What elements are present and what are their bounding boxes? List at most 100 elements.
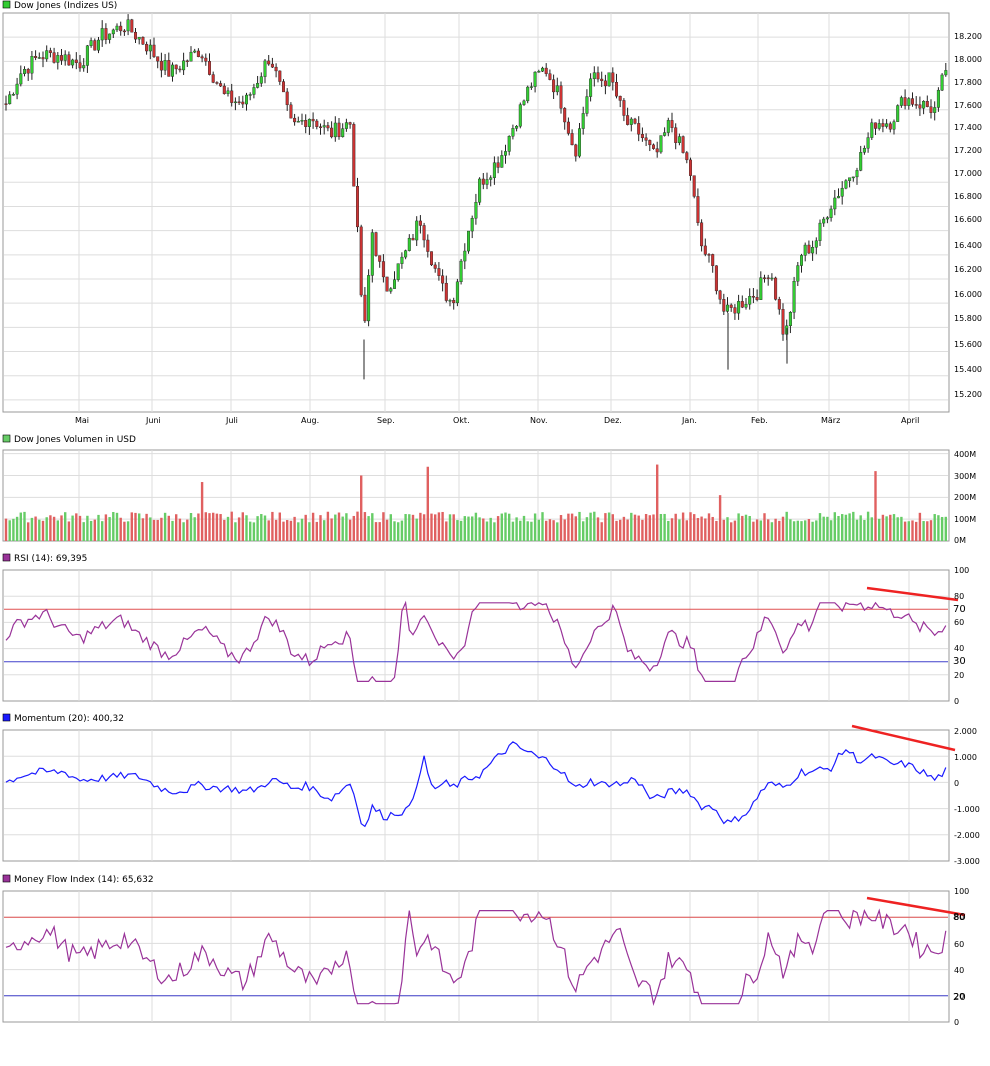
volume-bar: [741, 515, 744, 541]
candle-body: [677, 136, 681, 143]
volume-bar: [715, 520, 718, 541]
volume-bar: [256, 516, 259, 541]
candle-body: [918, 104, 922, 109]
price-legend-swatch: [2, 0, 11, 9]
candle-body: [566, 121, 570, 134]
candle-body: [174, 64, 178, 70]
volume-bar: [770, 522, 774, 541]
candle-body: [581, 113, 585, 129]
candle-body: [774, 277, 778, 300]
candle-body: [178, 68, 182, 71]
volume-bar: [926, 521, 929, 541]
volume-bar: [778, 520, 781, 541]
volume-bar: [589, 512, 592, 541]
volume-bar: [541, 512, 544, 541]
volume-bar: [82, 522, 85, 541]
volume-bar: [12, 518, 15, 541]
candle-body: [711, 254, 715, 266]
candle-body: [219, 83, 223, 87]
volume-bar: [463, 516, 466, 541]
candle-body: [914, 104, 918, 106]
volume-bar: [922, 521, 925, 541]
volume-bar: [833, 512, 836, 541]
candle-body: [363, 294, 367, 322]
volume-bar: [863, 519, 866, 541]
candle-body: [578, 128, 582, 157]
candle-body: [11, 94, 15, 96]
candle-body: [426, 239, 430, 252]
volume-bar: [848, 513, 851, 541]
volume-bar: [800, 521, 803, 541]
month-label: März: [821, 416, 840, 425]
candle-body: [907, 98, 911, 106]
volume-bar: [681, 512, 685, 541]
candle-body: [215, 82, 219, 84]
volume-bar: [519, 520, 522, 541]
candle-body: [600, 78, 604, 82]
volume-bar: [663, 513, 666, 541]
candle-body: [433, 264, 437, 269]
y-tick: 17.400: [954, 123, 982, 132]
volume-bar: [633, 514, 637, 541]
candle-body: [877, 123, 881, 129]
y-tick: 300M: [954, 472, 976, 481]
candle-body: [48, 50, 52, 53]
volume-bar: [422, 514, 426, 541]
candle-body: [603, 80, 607, 87]
volume-bar: [582, 521, 585, 541]
candle-body: [241, 101, 245, 105]
candle-body: [844, 180, 848, 189]
y-tick: 100: [954, 887, 969, 896]
candle-body: [611, 72, 615, 83]
candle-body: [892, 121, 896, 130]
candle-body: [629, 118, 633, 125]
candle-body: [222, 85, 226, 94]
volume-bar: [611, 514, 614, 541]
volume-bar: [730, 522, 733, 541]
volume-bar: [485, 521, 489, 541]
month-labels: Mai Juni Juli Aug. Sep. Okt. Nov. Dez. J…: [75, 416, 919, 425]
volume-bar: [759, 520, 762, 541]
volume-bar: [67, 521, 71, 541]
candle-body: [322, 125, 326, 128]
price-title: Dow Jones (Indizes US): [14, 1, 117, 11]
volume-bar: [530, 521, 533, 541]
volume-bar: [696, 518, 700, 541]
volume-bar: [171, 520, 174, 541]
volume-bar: [112, 512, 115, 541]
candle-body: [722, 299, 726, 312]
volume-bar: [892, 514, 896, 541]
volume-bar: [818, 513, 822, 541]
candle-body: [119, 25, 123, 32]
volume-bar: [889, 514, 892, 541]
candle-body: [818, 222, 822, 241]
volume-bar: [537, 519, 540, 541]
volume-bar: [286, 520, 289, 541]
volume-bar: [822, 516, 825, 541]
volume-bar: [866, 511, 870, 541]
volume-bar: [134, 512, 137, 541]
volume-bar: [167, 515, 170, 541]
candle-body: [448, 300, 452, 302]
volume-bar: [567, 513, 570, 541]
candle-body: [777, 299, 781, 310]
volume-bar: [815, 520, 818, 541]
candle-body: [259, 76, 263, 84]
candle-body: [274, 66, 278, 72]
volume-bar: [193, 517, 196, 541]
candle-body: [326, 125, 330, 129]
volume-bar: [607, 512, 611, 541]
candle-body: [34, 56, 38, 58]
volume-bar: [163, 512, 167, 541]
momentum-y-ticks: 2.000 1.000 0 -1.000 -2.000 -3.000: [954, 727, 980, 866]
y-tick: 80: [954, 913, 964, 922]
candle-body: [396, 263, 400, 280]
volume-bar: [89, 520, 93, 541]
volume-bar: [437, 512, 441, 541]
volume-bar: [933, 514, 936, 541]
candle-body: [766, 277, 770, 279]
candle-body: [652, 144, 656, 149]
candle-body: [304, 120, 308, 127]
volume-bar: [38, 519, 41, 541]
candle-body: [126, 19, 130, 32]
